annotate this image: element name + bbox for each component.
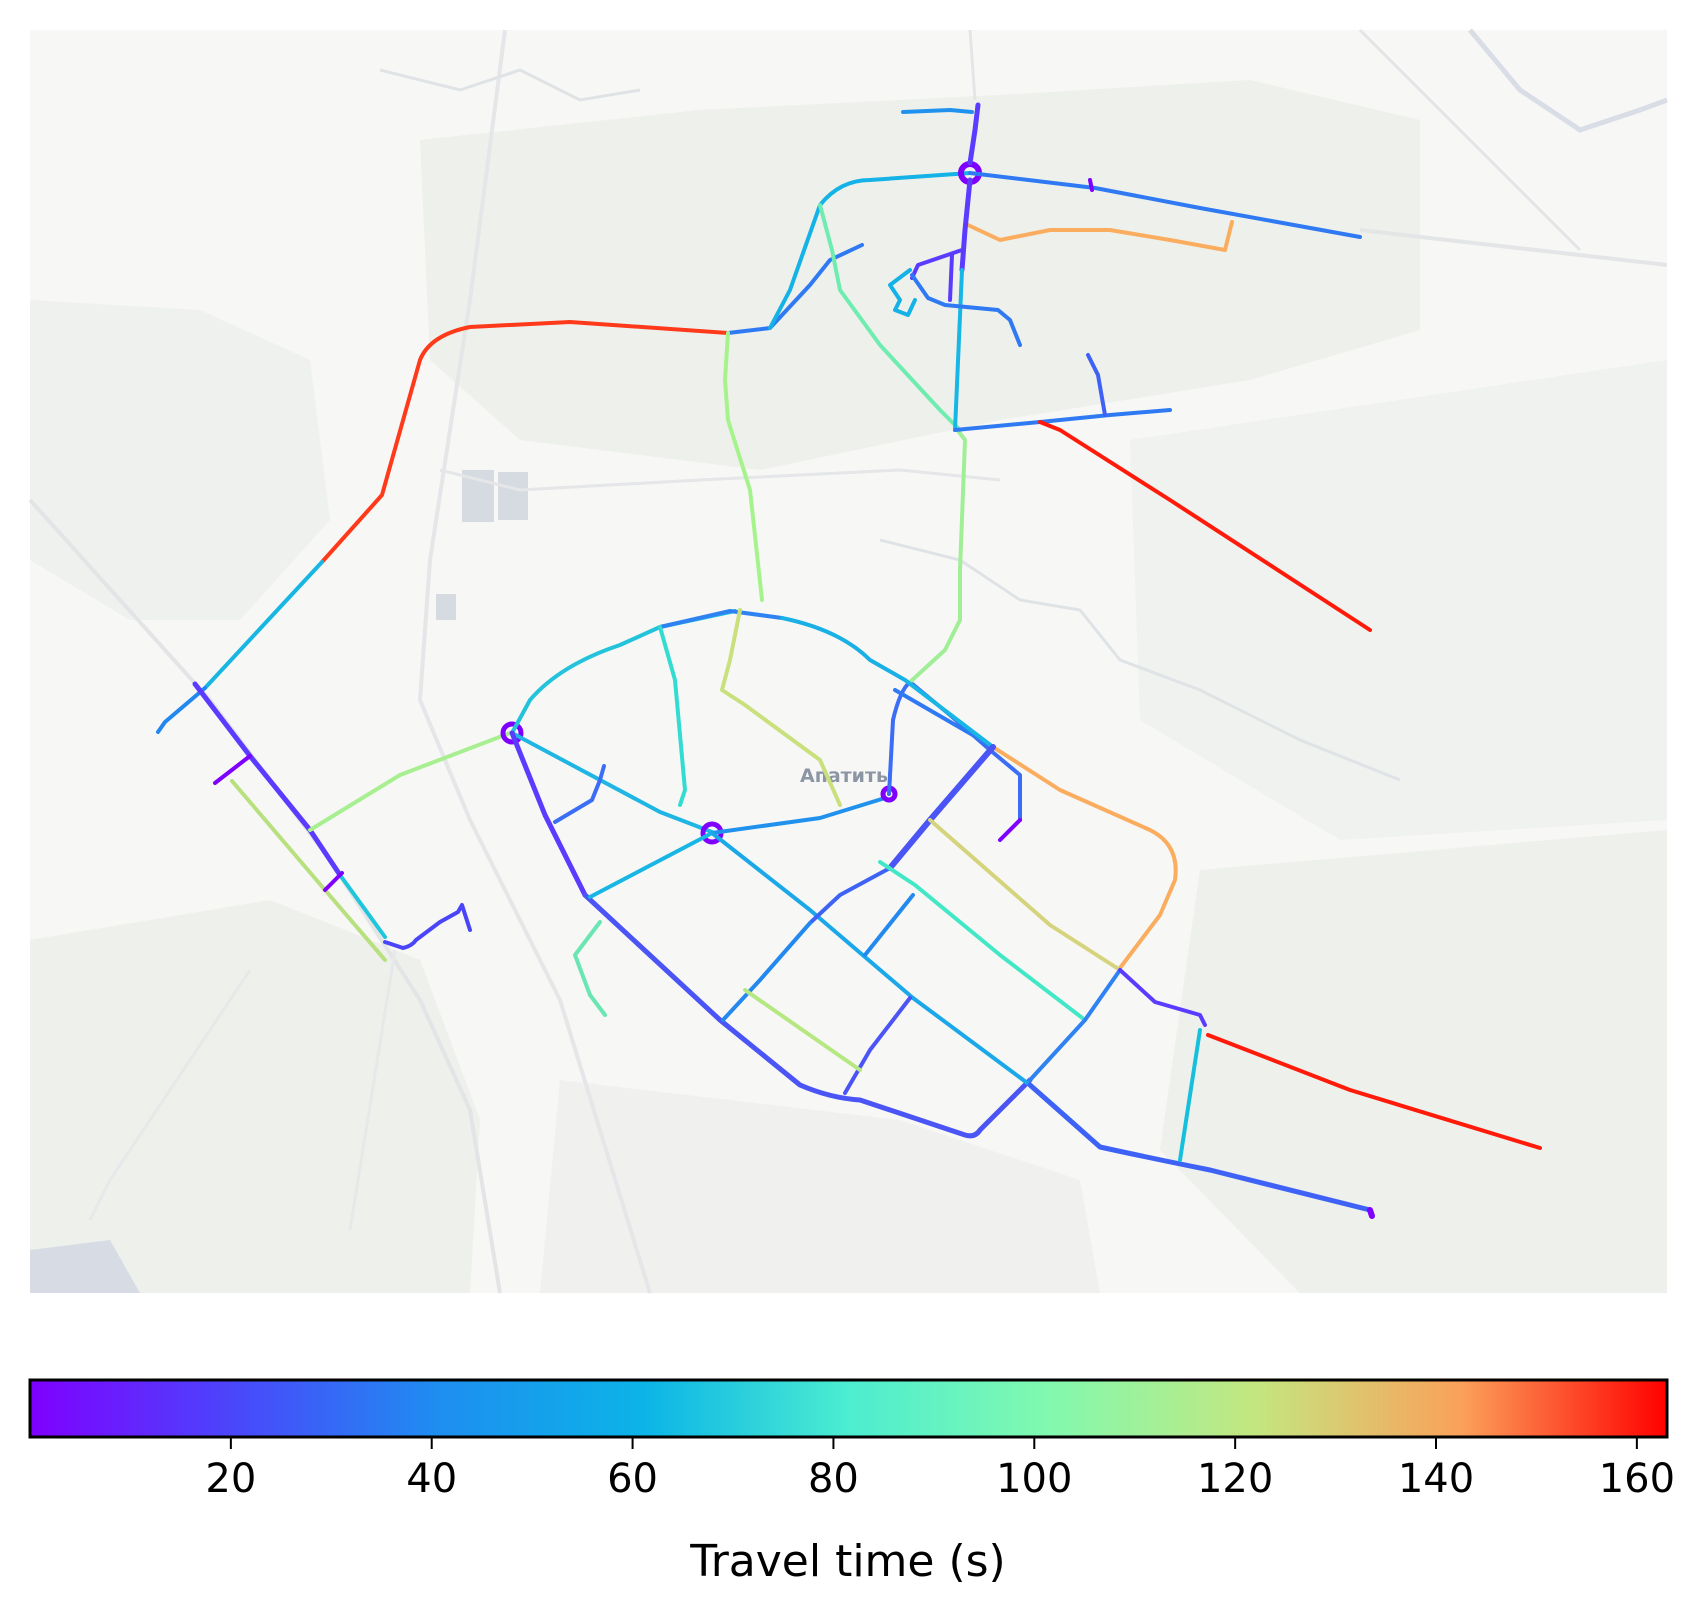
road-edge — [1027, 1082, 1373, 1213]
building-block — [436, 594, 456, 620]
road-edge — [968, 171, 1362, 239]
building-block — [498, 472, 528, 520]
road-edge — [1086, 353, 1107, 417]
vegetation-area — [1160, 830, 1667, 1293]
road-edge — [959, 177, 973, 273]
road-edge — [888, 268, 917, 317]
road-edge — [156, 686, 207, 734]
road-edge — [658, 625, 687, 807]
road-edges — [156, 102, 1542, 1219]
minor-road — [1358, 28, 1582, 252]
road-edge — [510, 731, 714, 834]
road-edge — [743, 988, 862, 1072]
road-edge — [1038, 420, 1372, 632]
road-network-map: Апатиты — [28, 28, 1668, 1294]
minor-road — [348, 949, 397, 1231]
colorbar-tick-label: 140 — [1398, 1456, 1474, 1502]
colorbar-tick-label: 120 — [1197, 1456, 1273, 1502]
road-edge — [1178, 1028, 1202, 1162]
road-edge — [948, 253, 954, 302]
road-edge — [213, 754, 252, 785]
road-edge — [967, 102, 981, 166]
road-edge — [1028, 968, 1122, 1082]
road-edge — [928, 818, 1122, 972]
road-edge — [509, 730, 588, 898]
road-edge — [338, 873, 387, 939]
road-edge — [588, 831, 714, 899]
road-edge — [203, 560, 324, 690]
minor-road — [1359, 228, 1668, 267]
vegetation-area — [540, 1080, 1100, 1293]
colorbar-tick-label: 160 — [1599, 1456, 1675, 1502]
river — [379, 68, 641, 102]
colorbar-tick-label: 20 — [205, 1456, 256, 1502]
colorbar-gradient — [28, 1378, 1669, 1439]
road-edge — [553, 764, 606, 824]
colorbar-tick-label: 40 — [406, 1456, 457, 1502]
road-edge — [192, 681, 343, 878]
road-edge — [893, 688, 992, 747]
vegetation-area — [30, 900, 480, 1293]
roundabout — [500, 721, 524, 745]
river — [879, 538, 1401, 782]
road-edge — [780, 616, 907, 682]
road-edge — [383, 903, 472, 950]
road-edge — [726, 243, 864, 335]
road-edge — [573, 920, 607, 1017]
road-edge — [582, 892, 1033, 1139]
road-edge — [721, 921, 812, 1022]
road-edge — [658, 609, 784, 629]
road-edge — [908, 426, 967, 684]
basemap: Апатиты — [28, 28, 1668, 1294]
water-body — [30, 1240, 140, 1293]
minor-road — [968, 29, 977, 101]
road-edge — [966, 220, 1234, 252]
road-edge — [710, 796, 887, 835]
road-edge — [953, 268, 964, 432]
road-edge — [901, 108, 974, 114]
road-edge — [910, 273, 1022, 347]
road-edge — [903, 678, 995, 749]
colorbar-label: Travel time (s) — [689, 1536, 1005, 1587]
colorbar: 20 40 60 80 100 120 140 160 Travel time (s) — [28, 1378, 1675, 1587]
road-edge — [910, 248, 964, 280]
road-edge — [1118, 968, 1207, 1027]
river — [1468, 28, 1668, 133]
road-edge — [720, 608, 842, 807]
vegetation-area — [420, 80, 1420, 470]
colorbar-tick-label: 80 — [808, 1456, 859, 1502]
road-edge — [863, 893, 915, 957]
vegetation-area — [1130, 360, 1667, 840]
minor-road — [439, 468, 1001, 492]
road-edge — [1367, 1207, 1375, 1219]
city-label: Апатиты — [800, 765, 893, 787]
road-edge — [991, 745, 1178, 970]
road-edge — [843, 996, 912, 1095]
road-edge — [1088, 178, 1094, 192]
road-edge — [1206, 1033, 1542, 1150]
colorbar-tick-label: 60 — [607, 1456, 658, 1502]
vegetation-area — [30, 300, 330, 620]
road-edge — [818, 203, 962, 432]
road-edge — [953, 408, 1172, 432]
road-edge — [510, 609, 737, 735]
road-edge — [323, 871, 344, 892]
colorbar-tick-label: 100 — [996, 1456, 1072, 1502]
road-edge — [808, 866, 892, 925]
road-edge — [878, 860, 1087, 1022]
road-edge — [998, 818, 1022, 842]
road-edge — [723, 331, 764, 602]
minor-road — [88, 969, 252, 1221]
road-edge — [308, 731, 512, 832]
road-edge — [320, 320, 730, 564]
colorbar-ticks: 20 40 60 80 100 120 140 160 — [205, 1437, 1675, 1502]
railway-line — [28, 498, 502, 1294]
railway-line — [417, 29, 652, 1294]
